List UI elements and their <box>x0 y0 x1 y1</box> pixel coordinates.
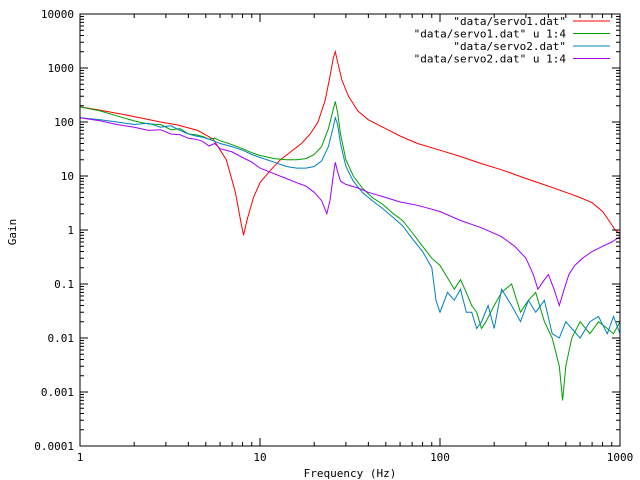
y-tick-label: 100 <box>54 116 74 129</box>
series-line-4 <box>79 117 621 308</box>
y-tick-label: 10 <box>61 170 74 183</box>
x-tick-label: 1000 <box>607 451 634 464</box>
y-tick-label: 0.0001 <box>34 440 74 453</box>
y-tick-label: 0.001 <box>41 386 74 399</box>
y-tick-label: 0.1 <box>54 278 74 291</box>
legend: "data/servo1.dat""data/servo1.dat" u 1:4… <box>414 15 610 66</box>
plot-frame <box>79 13 621 447</box>
axis-layer: 0.0001 0.001 0.01 0.1 1 10 100 1000 10000 1 10 100 1… <box>34 8 633 464</box>
legend-label-1: "data/servo1.dat" <box>453 15 566 28</box>
y-tick-label: 0.01 <box>48 332 75 345</box>
series-line-1 <box>79 49 621 236</box>
series-line-2 <box>79 101 621 401</box>
x-tick-label: 1 <box>77 451 84 464</box>
series-layer <box>79 49 621 401</box>
x-tick-label: 10 <box>253 451 266 464</box>
y-tick-label: 1000 <box>48 62 75 75</box>
x-tick-label: 100 <box>430 451 450 464</box>
x-axis-label: Frequency (Hz) <box>304 467 397 480</box>
y-tick-label: 10000 <box>41 8 74 21</box>
y-tick-label: 1 <box>67 224 74 237</box>
series-line-3 <box>79 115 621 339</box>
legend-label-2: "data/servo1.dat" u 1:4 <box>414 28 567 41</box>
y-axis-label: Gain <box>6 219 19 246</box>
legend-label-3: "data/servo2.dat" <box>453 40 566 53</box>
legend-label-4: "data/servo2.dat" u 1:4 <box>414 53 567 66</box>
